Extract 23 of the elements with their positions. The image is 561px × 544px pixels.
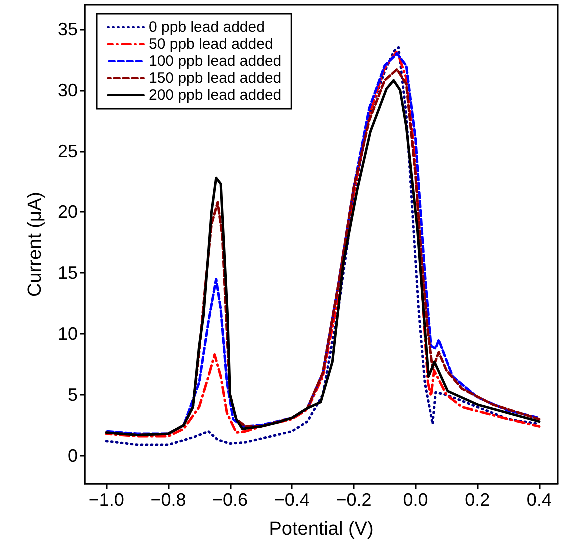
legend-label: 0 ppb lead added <box>149 19 265 36</box>
x-tick-label: 0.4 <box>526 490 552 510</box>
x-tick-label: −0.6 <box>212 490 248 510</box>
x-tick-label: −0.2 <box>336 490 372 510</box>
y-tick-label: 0 <box>68 446 78 466</box>
legend-label: 50 ppb lead added <box>149 36 274 53</box>
y-tick-label: 30 <box>58 80 78 100</box>
y-tick-label: 5 <box>68 385 78 406</box>
x-axis-title: Potential (V) <box>269 519 374 540</box>
x-tick-label: 0.2 <box>465 490 490 510</box>
legend-label: 200 ppb lead added <box>149 87 282 104</box>
y-tick-label: 25 <box>58 141 78 162</box>
legend-label: 100 ppb lead added <box>149 53 282 70</box>
legend-label: 150 ppb lead added <box>149 70 282 87</box>
x-tick-label: −0.4 <box>274 490 310 510</box>
y-tick-label: 20 <box>58 202 78 222</box>
x-tick-label: 0.0 <box>403 490 428 510</box>
y-tick-label: 15 <box>58 263 78 284</box>
y-axis-title: Current (μA) <box>25 192 46 297</box>
y-tick-label: 35 <box>58 19 78 40</box>
y-tick-label: 10 <box>58 324 78 344</box>
x-tick-label: −0.8 <box>150 490 186 510</box>
x-tick-label: −1.0 <box>88 490 124 510</box>
